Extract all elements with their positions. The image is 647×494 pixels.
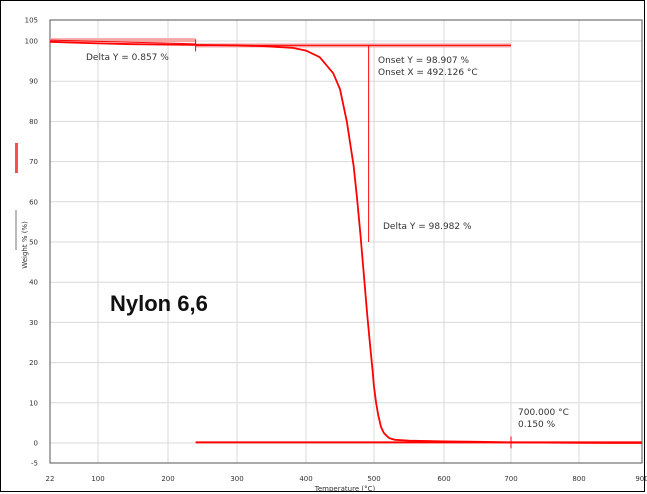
x-tick-label: 400 [299,475,312,483]
plot-area [49,19,643,464]
x-tick-label: 900 [635,475,647,483]
x-tick-label: 800 [572,475,585,483]
legend-swatch-red [15,143,18,173]
x-tick-label: 600 [437,475,450,483]
delta-y-line [49,39,196,45]
y-tick-label: 0 [34,440,38,448]
x-tick-label: 22 [46,475,55,483]
delta-y-band [50,38,196,43]
y-tick-label: 105 [25,17,38,25]
annotation-text: Delta Y = 98.982 % [383,222,472,232]
curve-layer [49,40,642,444]
y-tick-label: 50 [29,239,38,247]
legend-swatch-gray [15,210,17,250]
weight-curve [49,40,642,444]
y-tick-label: 80 [29,118,38,126]
axis-ticks: 22 100 200 300 400 500 600 700 800 90010510090807… [25,17,647,484]
y-tick-label: 60 [29,198,38,206]
chart-title: Nylon 6,6 [110,291,208,316]
annotation-text: 0.150 % [518,420,556,430]
y-tick-label: -5 [31,460,38,468]
x-tick-label: 200 [161,475,174,483]
y-tick-label: 100 [25,38,38,46]
y-tick-label: 30 [29,319,38,327]
y-tick-label: 90 [29,78,38,86]
x-axis-label: Temperature (°C) [314,485,376,493]
annotation-markers [49,38,642,449]
y-tick-label: 40 [29,279,38,287]
x-tick-label: 500 [367,475,380,483]
x-tick-label: 700 [504,475,517,483]
y-tick-label: 70 [29,158,38,166]
x-tick-label: 100 [91,475,104,483]
grid-lines [50,20,642,463]
y-tick-label: 20 [29,359,38,367]
annotation-text: Onset Y = 98.907 % [378,56,470,66]
annotation-text: Delta Y = 0.857 % [86,53,169,63]
legend-swatches [15,143,18,250]
plot-border [49,19,643,464]
annotations: Delta Y = 0.857 % Onset Y = 98.907 % Onset… [86,53,569,430]
y-tick-label: 10 [29,399,38,407]
x-tick-label: 300 [230,475,243,483]
annotation-text: 700.000 °C [518,408,569,418]
y-axis-label: Weight % (%) [21,221,29,269]
annotation-text: Onset X = 492.126 °C [378,68,478,78]
